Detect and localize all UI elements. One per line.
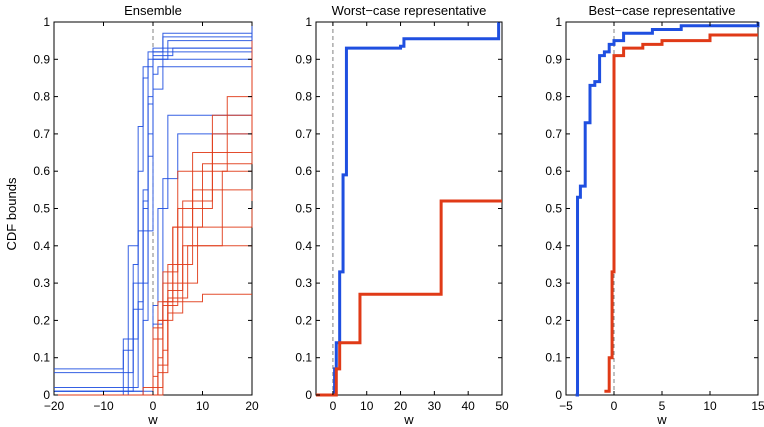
- y-tick-label: 0.6: [33, 164, 50, 178]
- x-tick-label: 15: [751, 399, 764, 413]
- y-tick-label: 0: [555, 388, 562, 402]
- y-tick-label: 0.9: [33, 52, 50, 66]
- y-tick-label: 0.3: [545, 276, 562, 290]
- y-tick-label: 0.2: [33, 313, 50, 327]
- x-axis-label: w: [147, 412, 158, 427]
- y-tick-label: 0.1: [545, 351, 562, 365]
- y-tick-label: 0.5: [295, 202, 312, 216]
- x-tick-label: 5: [659, 399, 666, 413]
- y-tick-label: 0.3: [295, 276, 312, 290]
- y-tick-label: 0.9: [545, 52, 562, 66]
- y-tick-label: 0.7: [33, 127, 50, 141]
- chart-title: Best−case representative: [588, 3, 735, 18]
- y-tick-label: 0.3: [33, 276, 50, 290]
- chart-panel-3: Best−case representative−5 0 5 10 1500.10.20…: [545, 3, 764, 427]
- series-line-blue-1: [332, 22, 501, 397]
- chart-panel-2: Worst−case representative 0 10 20 30 40 50 0 0.1…: [295, 3, 509, 427]
- chart-title: Ensemble: [124, 3, 182, 18]
- y-tick-label: 0.5: [33, 202, 50, 216]
- x-tick-label: 10: [703, 399, 717, 413]
- y-tick-label: 0.1: [295, 351, 312, 365]
- y-tick-label: 1: [43, 15, 50, 29]
- x-tick-label: 10: [360, 399, 374, 413]
- x-axis-label: w: [656, 412, 667, 427]
- y-tick-label: 0.4: [33, 239, 50, 253]
- y-tick-label: 0.4: [295, 239, 312, 253]
- y-tick-label: 0.5: [545, 202, 562, 216]
- x-axis-label: w: [403, 412, 414, 427]
- y-tick-label: 0: [305, 388, 312, 402]
- series-line-red-2: [604, 33, 758, 393]
- y-tick-label: 0: [43, 388, 50, 402]
- y-tick-label: 0.9: [295, 52, 312, 66]
- x-tick-label: 20: [245, 399, 259, 413]
- x-tick-label: −5: [559, 399, 573, 413]
- y-tick-label: 0.6: [295, 164, 312, 178]
- x-tick-label: 50: [495, 399, 509, 413]
- y-tick-label: 0.6: [545, 164, 562, 178]
- y-tick-label: 0.7: [295, 127, 312, 141]
- y-tick-label: 0.8: [295, 90, 312, 104]
- x-tick-label: −20: [44, 399, 65, 413]
- y-tick-label: 0.7: [545, 127, 562, 141]
- chart-title: Worst−case representative: [332, 3, 487, 18]
- x-tick-label: 30: [428, 399, 442, 413]
- x-tick-label: 0: [611, 399, 618, 413]
- x-tick-label: 0: [150, 399, 157, 413]
- y-tick-label: 1: [305, 15, 312, 29]
- y-tick-label: 0.1: [33, 351, 50, 365]
- y-tick-label: 0.8: [33, 90, 50, 104]
- y-tick-label: 1: [555, 15, 562, 29]
- x-tick-label: 40: [462, 399, 476, 413]
- chart-panel-1: Ensemble −20 −10 0 10 20 0 0.1 0.2 0.3 0.4 0.5 0.6 0.…: [33, 3, 259, 427]
- x-tick-label: 0: [330, 399, 337, 413]
- x-tick-label: −10: [93, 399, 114, 413]
- series-line-red-17: [54, 40, 253, 396]
- y-axis-label: CDF bounds: [4, 177, 19, 250]
- y-tick-label: 0.2: [295, 313, 312, 327]
- y-tick-label: 0.2: [545, 313, 562, 327]
- series-line-blue-1: [575, 22, 760, 397]
- x-tick-label: 10: [196, 399, 210, 413]
- series-line-blue-9: [54, 55, 253, 392]
- y-tick-label: 0.4: [545, 239, 562, 253]
- series-line-red-20: [54, 293, 252, 396]
- x-tick-label: 20: [394, 399, 408, 413]
- series-line-blue-7: [54, 36, 252, 370]
- axes-box: [565, 21, 759, 396]
- series-line-red-2: [316, 199, 502, 397]
- y-tick-label: 0.8: [545, 90, 562, 104]
